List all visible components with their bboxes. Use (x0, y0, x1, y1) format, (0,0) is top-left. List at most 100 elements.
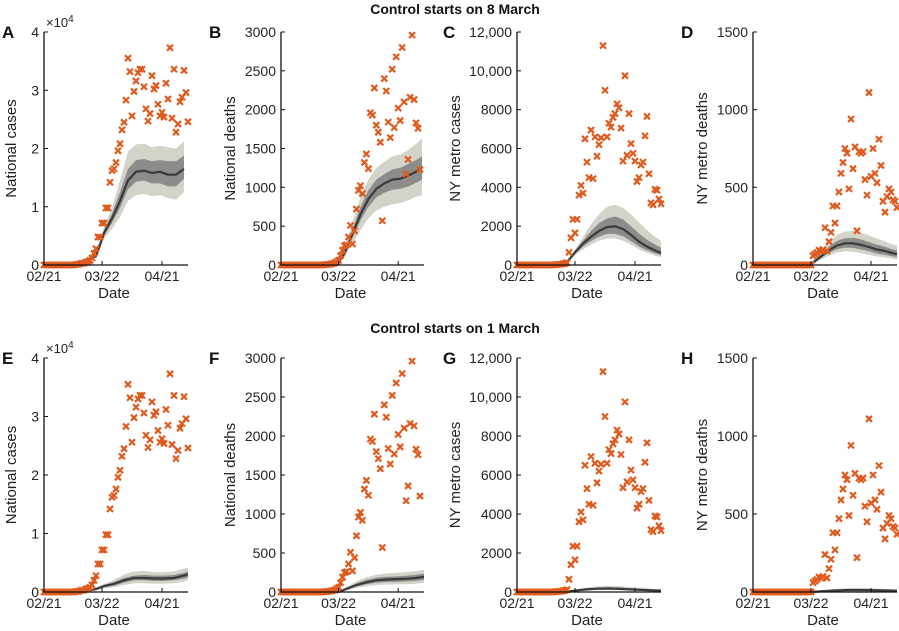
observed-point (152, 408, 160, 416)
y-tick-label: 4 (31, 350, 39, 366)
panel-letter: G (443, 349, 456, 368)
observed-point (605, 445, 613, 454)
observed-point (372, 121, 381, 129)
observed-point (370, 410, 379, 418)
observed-point (621, 398, 629, 406)
observed-point (390, 123, 398, 132)
observed-point (891, 197, 899, 206)
observed-point (579, 189, 587, 197)
observed-point (891, 524, 899, 532)
observed-point (853, 553, 861, 562)
observed-point (94, 560, 102, 568)
observed-point (96, 560, 104, 568)
y-tick-label: 1 (31, 526, 39, 542)
observed-point (837, 169, 845, 178)
observed-point (162, 79, 170, 88)
observed-point (392, 379, 400, 387)
observed-point (104, 530, 112, 539)
panels: 0 1 2 3 4 02/21 03/22 04/21 Date National cases ×1… (2, 14, 899, 629)
y-tick-label: 2000 (481, 218, 512, 234)
observed-point (589, 501, 597, 510)
observed-point (847, 441, 855, 450)
y-tick-label: 0 (268, 257, 276, 273)
x-tick-label: 03/22 (321, 595, 356, 611)
observed-point (386, 460, 395, 468)
observed-point (599, 367, 607, 376)
observed-point (835, 188, 843, 196)
observed-point (629, 476, 637, 484)
y-tick-label: 8000 (481, 102, 512, 118)
observed-point (390, 450, 398, 458)
observed-point (593, 479, 601, 487)
model-median-line (43, 573, 189, 594)
observed-point (90, 576, 98, 585)
y-tick-label: 3000 (245, 350, 276, 366)
observed-point (336, 251, 345, 260)
observed-point (384, 118, 393, 126)
y-tick-label: 1000 (245, 179, 276, 195)
y-tick-label: 4000 (481, 179, 512, 195)
observed-point (873, 505, 881, 514)
x-tick-label: 04/21 (381, 595, 416, 611)
observed-point (611, 109, 619, 118)
observed-point (170, 65, 178, 74)
model-median-line (281, 575, 425, 594)
observed-point (645, 169, 653, 178)
x-tick-label: 04/21 (381, 268, 416, 284)
observed-point (877, 488, 885, 496)
observed-point (631, 157, 639, 165)
observed-point (841, 471, 849, 479)
observed-point (180, 66, 188, 75)
observed-point (362, 150, 371, 158)
observed-point (348, 567, 357, 575)
observed-point (394, 430, 402, 439)
y-tick-label: 8000 (481, 428, 512, 444)
observed-point (382, 413, 391, 422)
row-title-bottom: Control starts on 1 March (370, 320, 540, 336)
x-axis-label: Date (335, 612, 367, 629)
y-tick-label: 0 (31, 257, 39, 273)
observed-point (887, 514, 895, 523)
observed-point (593, 152, 601, 161)
model-median-line (753, 242, 898, 267)
observed-point (825, 237, 833, 246)
observed-point (342, 241, 351, 249)
observed-point (120, 444, 128, 453)
observed-point (613, 100, 621, 108)
observed-point (122, 422, 130, 431)
observed-point (138, 391, 146, 400)
axes (752, 358, 897, 593)
observed-points (513, 367, 665, 596)
observed-point (398, 369, 406, 378)
panel-letter: C (443, 23, 455, 42)
x-tick-label: 04/21 (853, 595, 888, 611)
observed-point (893, 203, 899, 212)
model-outer-band (805, 230, 897, 265)
observed-point (655, 195, 663, 203)
observed-point (655, 521, 663, 530)
x-tick-label: 04/21 (617, 268, 652, 284)
y-tick-label: 0 (268, 584, 276, 600)
observed-point (837, 496, 845, 504)
observed-point (410, 422, 418, 430)
observed-point (859, 474, 867, 482)
observed-point (350, 227, 359, 235)
observed-point (627, 466, 635, 474)
observed-point (605, 119, 613, 128)
observed-point (839, 485, 847, 493)
observed-point (360, 485, 369, 493)
x-axis-label: Date (335, 285, 367, 302)
observed-point (378, 216, 387, 225)
y-tick-label: 1 (31, 199, 39, 215)
observed-point (633, 504, 641, 512)
observed-point (368, 437, 377, 446)
observed-point (146, 109, 154, 118)
observed-point (146, 436, 154, 444)
y-tick-label: 2 (31, 467, 39, 483)
observed-point (653, 186, 661, 195)
observed-point (875, 461, 883, 470)
observed-point (619, 483, 627, 492)
observed-point (591, 133, 599, 141)
x-tick-label: 02/21 (735, 595, 770, 611)
model-outer-band (561, 204, 661, 265)
